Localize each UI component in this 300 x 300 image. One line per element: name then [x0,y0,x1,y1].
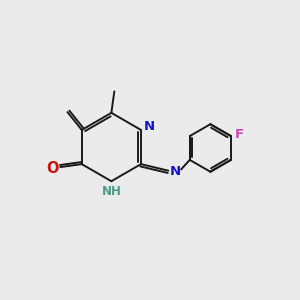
Text: N: N [144,121,155,134]
Text: NH: NH [102,185,122,198]
Text: F: F [235,128,244,141]
Text: O: O [46,161,59,176]
Text: N: N [170,165,181,178]
